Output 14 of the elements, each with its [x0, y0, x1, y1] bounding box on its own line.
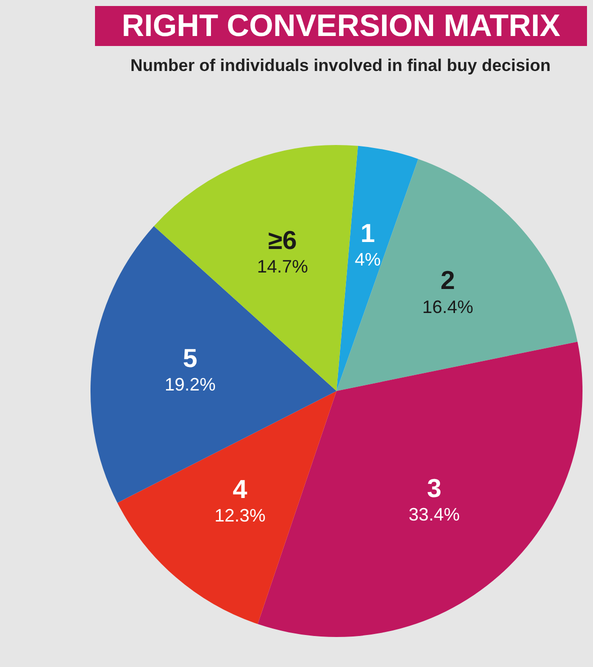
slice-label: ≥6 — [268, 224, 297, 255]
data-label: 14.7% — [256, 256, 308, 277]
slice-label: 2 — [440, 265, 455, 296]
data-label: 4% — [354, 250, 381, 270]
chart-subtitle: Number of individuals involved in final buy decision — [129, 56, 552, 76]
slice-label: 5 — [182, 342, 198, 373]
slice-label: 3 — [426, 472, 442, 503]
slice-label: 1 — [360, 218, 375, 248]
slice-label: 4 — [232, 474, 248, 504]
data-label: 12.3% — [214, 506, 266, 526]
data-label: 16.4% — [422, 296, 474, 317]
data-label: 33.4% — [408, 504, 460, 525]
data-label: 19.2% — [164, 374, 216, 395]
chart-title: RIGHT CONVERSION MATRIX — [95, 6, 587, 46]
